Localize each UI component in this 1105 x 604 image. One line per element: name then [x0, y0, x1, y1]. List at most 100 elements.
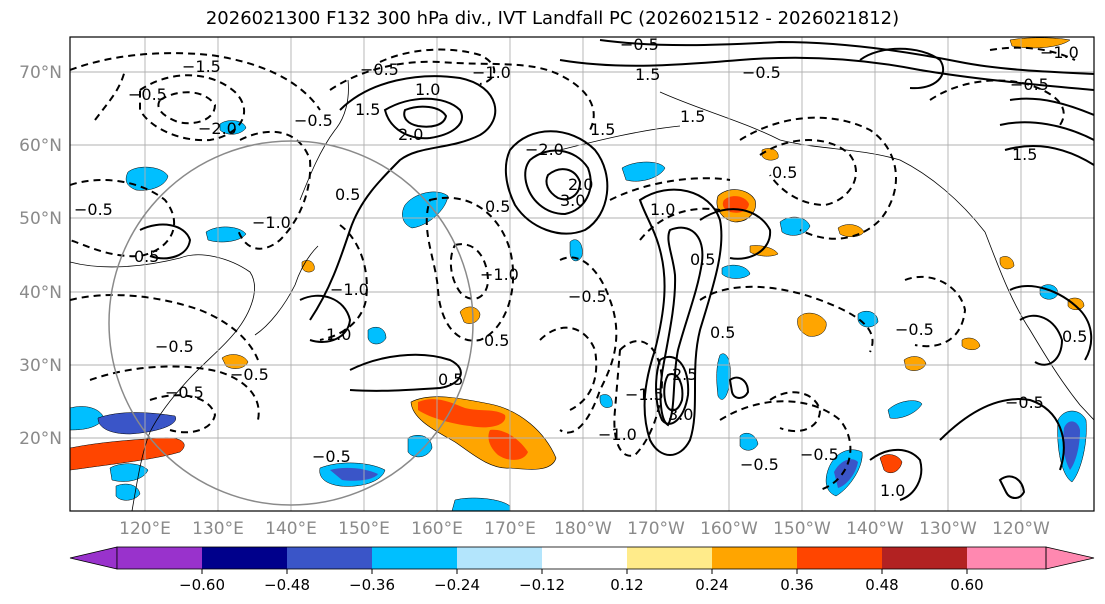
- colorbar-tick-label: −0.36: [349, 576, 395, 594]
- contour-label: −1.0: [252, 213, 291, 232]
- ivt-negative-area: [779, 216, 811, 236]
- pos-contour: [1009, 285, 1093, 361]
- colorbar-segment: [457, 547, 542, 569]
- pos-contour: [524, 149, 592, 216]
- pos-contour: [1019, 314, 1064, 366]
- ivt-negative-core: [834, 459, 858, 488]
- contour-label: 1.5: [635, 65, 660, 84]
- contour-label: 1.0: [880, 481, 905, 500]
- colorbar-arrow-high: [1045, 546, 1095, 570]
- ivt-positive-area: [961, 337, 981, 350]
- ivt-negative-core: [330, 467, 378, 481]
- pos-contour: [559, 56, 1094, 91]
- lat-label: 40°N: [19, 283, 62, 303]
- colorbar-segment: [287, 547, 372, 569]
- contour-label: −0.5: [312, 447, 351, 466]
- contour-label: 0.5: [772, 163, 797, 182]
- coastline-japan: [254, 245, 319, 336]
- neg-contour: [157, 91, 217, 125]
- pos-contour: [504, 130, 609, 235]
- colorbar-frame: [116, 546, 1047, 570]
- ivt-negative-area: [739, 433, 759, 451]
- neg-contour: [699, 285, 874, 353]
- coastline-aleutians: [559, 125, 681, 151]
- lon-label: 140°W: [846, 519, 904, 539]
- colorbar-segment: [372, 547, 457, 569]
- pos-contour: [939, 398, 1065, 471]
- lon-label: 150°W: [773, 519, 831, 539]
- colorbar-segment: [627, 547, 712, 569]
- contour-label: −0.5: [1005, 393, 1044, 412]
- pos-contour: [638, 188, 723, 456]
- ivt-positive-core: [418, 399, 506, 428]
- ivt-shading: [70, 37, 1087, 511]
- neg-contour: [904, 275, 967, 348]
- coastline-na-west: [984, 231, 1094, 421]
- neg-contour: [70, 52, 321, 111]
- colorbar-tick-label: 0.24: [695, 576, 728, 594]
- contour-label: −2.0: [525, 140, 564, 159]
- coastlines: [70, 79, 1094, 511]
- contour-label: −0.5: [230, 365, 269, 384]
- colorbar-segment: [797, 547, 882, 569]
- colorbar-segment: [882, 547, 967, 569]
- contour-label: 0.5: [134, 247, 159, 266]
- colorbar-ticks: [201, 569, 968, 574]
- contour-label: 1.0: [650, 200, 675, 219]
- neg-contour: [379, 48, 496, 85]
- lat-label: 30°N: [19, 356, 62, 376]
- neg-contour: [613, 340, 664, 457]
- contour-label: −0.5: [155, 337, 194, 356]
- positive-contours: [139, 39, 1094, 501]
- lon-label: 130°W: [919, 519, 977, 539]
- contour-label: 0.5: [485, 197, 510, 216]
- ivt-positive-area: [879, 454, 903, 473]
- contour-label: 3.0: [668, 405, 693, 424]
- contour-label: 2.0: [398, 125, 423, 144]
- neg-contour: [425, 196, 515, 342]
- ivt-negative-area: [115, 483, 141, 501]
- neg-contour: [329, 60, 595, 131]
- neg-contour: [237, 130, 312, 250]
- colorbar-tick-label: 0.60: [950, 576, 983, 594]
- pos-contour: [699, 208, 772, 260]
- neg-contour: [739, 116, 897, 240]
- ivt-negative-area: [109, 463, 149, 482]
- pos-contour: [349, 353, 462, 392]
- contour-label: 3.0: [560, 191, 585, 210]
- coastline-alaska: [659, 91, 986, 233]
- pos-contour: [663, 373, 684, 412]
- ivt-negative-area: [621, 161, 666, 182]
- contour-label: −0.5: [1010, 75, 1049, 94]
- lon-label: 170°W: [627, 519, 685, 539]
- map-panel: −0.5 −1.5 −2.0 −0.5 0.5 −0.5 −1.0 −0.5 −…: [69, 36, 1095, 512]
- contour-label: 0.5: [1062, 327, 1087, 346]
- colorbar-segment: [967, 547, 1046, 569]
- pos-contour: [309, 75, 497, 321]
- contour-label: 1.0: [415, 80, 440, 99]
- contour-label: 2.5: [672, 365, 697, 384]
- pos-contour: [655, 355, 690, 425]
- pos-contour: [403, 105, 448, 128]
- colorbar-tick-label: 0.12: [610, 576, 643, 594]
- colorbar-segment: [202, 547, 287, 569]
- ivt-positive-area: [459, 306, 481, 324]
- pos-contour: [299, 294, 352, 343]
- contour-label: −0.5: [800, 445, 839, 464]
- contour-label: −0.5: [74, 200, 113, 219]
- contour-label: 1.5: [590, 120, 615, 139]
- colorbar: −0.60 −0.48 −0.36 −0.24 −0.12 0.12 0.24 …: [69, 546, 1095, 594]
- contour-label: −0.5: [742, 63, 781, 82]
- contour-label: −0.5: [568, 287, 607, 306]
- contour-label: 2.0: [568, 175, 593, 194]
- contour-label: −1.0: [598, 425, 637, 444]
- pos-contour: [998, 475, 1026, 499]
- lon-label: 170°E: [484, 519, 536, 539]
- pos-contour: [545, 168, 582, 201]
- contour-label: 1.5: [1012, 145, 1037, 164]
- neg-contour: [989, 46, 1076, 61]
- landfall-circle: [108, 140, 474, 506]
- pos-contour: [1004, 144, 1094, 166]
- contour-label: 0.5: [484, 331, 509, 350]
